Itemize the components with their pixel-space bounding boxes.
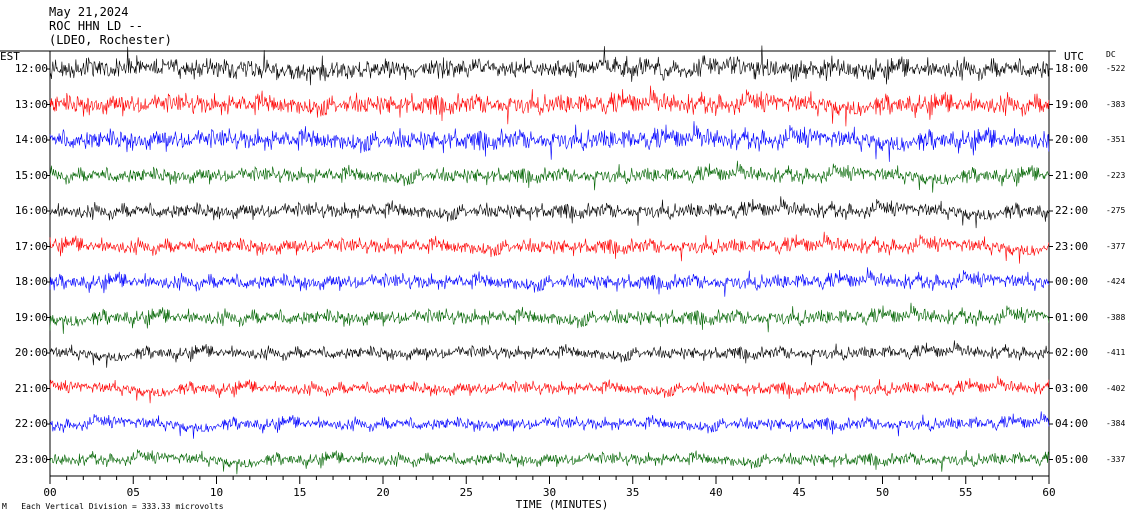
est-hour-label: 19:00 <box>14 310 48 324</box>
est-hour-label: 20:00 <box>14 346 48 359</box>
x-tick-label: 35 <box>626 486 640 499</box>
footer-scale: Each Vertical Division = 333.33 microvol… <box>21 502 224 511</box>
x-tick-label: 20 <box>376 486 390 499</box>
utc-hour-label: 05:00 <box>1055 452 1089 466</box>
est-hour-label: 18:00 <box>14 275 48 288</box>
dc-offset-label: -377 <box>1106 241 1126 251</box>
utc-hour-label: 00:00 <box>1055 275 1089 288</box>
dc-offset-label: -411 <box>1106 348 1126 357</box>
dc-offset-label: -351 <box>1106 135 1126 144</box>
header-location: (LDEO, Rochester) <box>49 33 172 47</box>
est-hour-label: 12:00 <box>14 62 48 75</box>
dc-offset-label: -223 <box>1106 170 1126 180</box>
x-tick-label: 15 <box>293 486 307 499</box>
est-hour-label: 13:00 <box>14 97 48 111</box>
trace-1500 <box>49 160 1049 193</box>
dc-offset-label: -388 <box>1106 312 1126 322</box>
trace-1400 <box>49 121 1050 162</box>
x-tick-label: 10 <box>209 486 224 499</box>
est-hour-label: 14:00 <box>14 133 48 146</box>
est-hour-label: 21:00 <box>14 381 48 395</box>
dc-offset-label: -402 <box>1106 383 1126 393</box>
x-tick-label: 40 <box>709 486 723 499</box>
header-date: May 21,2024 <box>49 5 129 19</box>
footer-mark: M <box>2 502 7 511</box>
x-tick-label: 00 <box>43 486 57 499</box>
header-station: ROC HHN LD -- <box>49 19 143 33</box>
utc-hour-label: 22:00 <box>1055 204 1089 217</box>
trace-1300 <box>49 85 1050 127</box>
dc-offset-label: -384 <box>1106 419 1126 428</box>
footer: M Each Vertical Division = 333.33 microv… <box>2 502 224 511</box>
trace-group <box>49 45 1050 475</box>
x-tick-label: 50 <box>875 486 890 499</box>
est-hour-label: 23:00 <box>14 452 48 466</box>
dc-offset-label: -275 <box>1106 206 1126 215</box>
est-hour-label: 17:00 <box>14 239 48 253</box>
trace-1900 <box>49 302 1050 334</box>
x-tick-label: 05 <box>126 486 140 499</box>
trace-2000 <box>49 340 1049 368</box>
utc-label: UTC <box>1064 50 1084 63</box>
utc-hour-label: 23:00 <box>1055 239 1089 253</box>
trace-2300 <box>49 449 1050 475</box>
utc-hour-label: 18:00 <box>1055 62 1089 75</box>
dc-offset-label: -337 <box>1106 454 1126 464</box>
x-tick-label: 30 <box>542 486 557 499</box>
dc-offset-label: -383 <box>1106 99 1126 109</box>
dc-offset-label: -424 <box>1106 277 1126 286</box>
trace-1600 <box>49 196 1050 229</box>
est-hour-label: 22:00 <box>14 417 48 430</box>
utc-hour-label: 03:00 <box>1055 381 1089 395</box>
trace-1700 <box>49 231 1050 264</box>
x-axis-label: TIME (MINUTES) <box>515 498 609 511</box>
trace-2100 <box>49 375 1050 404</box>
utc-hour-label: 21:00 <box>1055 168 1089 182</box>
trace-1200 <box>49 45 1050 86</box>
dc-label: DC <box>1106 50 1116 59</box>
utc-hour-label: 20:00 <box>1055 133 1089 146</box>
est-label: EST <box>0 50 20 63</box>
x-tick-label: 45 <box>792 486 806 499</box>
trace-1800 <box>49 267 1050 297</box>
x-tick-label: 60 <box>1042 486 1056 499</box>
utc-hour-label: 19:00 <box>1055 97 1089 111</box>
utc-hour-label: 04:00 <box>1055 417 1089 430</box>
utc-hour-label: 02:00 <box>1055 346 1089 359</box>
x-tick-label: 55 <box>959 486 973 499</box>
utc-hour-label: 01:00 <box>1055 310 1089 324</box>
trace-2200 <box>49 411 1050 439</box>
x-tick-label: 25 <box>459 486 473 499</box>
est-hour-label: 15:00 <box>14 168 48 182</box>
est-hour-label: 16:00 <box>14 204 48 217</box>
dc-offset-label: -522 <box>1106 64 1126 73</box>
